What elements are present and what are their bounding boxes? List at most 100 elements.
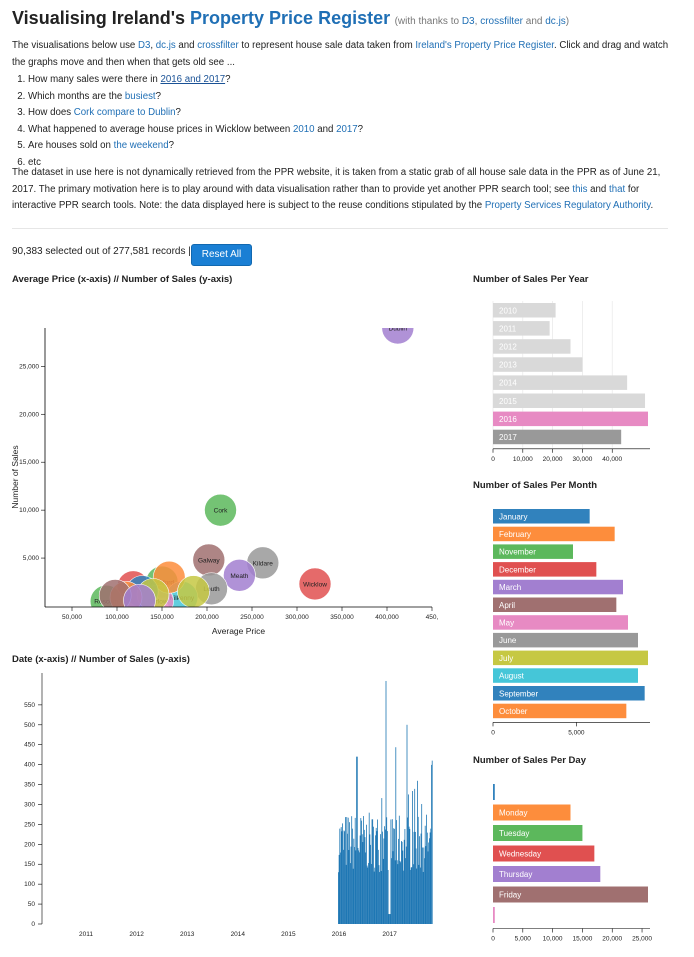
credits-suffix: ) [565, 16, 570, 27]
question-link-2016-2017[interactable]: 2016 and 2017 [160, 74, 226, 85]
timeline-bar [354, 817, 356, 924]
bubble-point [381, 328, 415, 345]
timeline-bar [380, 870, 382, 924]
year-chart-title: Number of Sales Per Year [473, 274, 589, 285]
x-tick-label: 0 [491, 936, 495, 943]
timeline-bar [417, 780, 418, 924]
bar-label: Friday [499, 891, 521, 900]
timeline-bar [339, 828, 341, 924]
d3-credit-link[interactable]: D3 [461, 16, 475, 27]
bar-label: December [499, 565, 536, 574]
that-link[interactable]: that [609, 183, 626, 195]
x-tick-label: 250,000 [240, 614, 264, 621]
timeline-bar [367, 867, 369, 924]
bar-label: Wednesday [499, 850, 541, 859]
bar-label: Thursday [499, 870, 532, 879]
timeline-bar [345, 864, 347, 924]
timeline-bar [384, 826, 385, 924]
psra-link[interactable]: Property Services Regulatory Authority [484, 200, 651, 211]
x-axis-label: Average Price [212, 626, 266, 636]
x-tick-label: 2016 [332, 931, 347, 938]
bubble-label: Dublin [389, 326, 408, 333]
timeline-bar [348, 849, 350, 924]
crossfilter-link[interactable]: crossfilter [197, 40, 239, 51]
timeline-bar [394, 828, 395, 924]
x-tick-label: 2011 [79, 931, 93, 938]
note-text: for interactive PPR search tools. Note: … [12, 183, 640, 212]
bar-label: October [499, 707, 528, 716]
bar-other [493, 907, 495, 923]
question-text: How does [28, 107, 74, 119]
intro-text: and [175, 40, 198, 51]
timeline-bar [406, 724, 408, 924]
question-link-2017[interactable]: 2017 [336, 123, 358, 135]
question-link-2010[interactable]: 2010 [292, 123, 315, 135]
month-chart-title: Number of Sales Per Month [473, 480, 598, 491]
timeline-bar [421, 804, 423, 924]
sales-per-day-chart[interactable]: Monday Tuesday Wednesday Thursday Friday 0 5,0… [470, 771, 685, 951]
timeline-bar [346, 817, 348, 924]
dcjs-link[interactable]: dc.js [155, 40, 176, 51]
price-vs-sales-scatter[interactable]: Dublin Cork Galway Kildare Meath Wicklow Louth… [0, 300, 450, 645]
sales-per-year-chart[interactable]: 2010 2011 2012 2013 2014 2015 2016 2017 0 10,000 2… [470, 290, 685, 465]
timeline-bar [423, 847, 425, 924]
page-header: Visualising Ireland's Property Price Reg… [12, 8, 569, 29]
bar-may [493, 615, 628, 630]
timeline-bar [363, 829, 365, 924]
date-vs-sales-timeline[interactable]: 0 50 100 150 200 250 300 350 400 450 500 550 2011 201… [0, 668, 450, 943]
y-tick-label: 0 [31, 921, 35, 928]
bar-february [493, 526, 615, 542]
timeline-bar [361, 820, 362, 924]
question-text: ? [168, 140, 174, 152]
list-item: What happened to average house prices in… [28, 122, 363, 139]
timeline-bar [430, 828, 432, 924]
bar-december [493, 562, 597, 577]
d3-link[interactable]: D3 [138, 40, 151, 51]
timeline-bar [373, 871, 375, 924]
sales-per-month-chart[interactable]: January February November December March Apri… [470, 496, 685, 746]
timeline-bar [429, 832, 431, 924]
timeline-bar [391, 858, 392, 924]
timeline-bar [349, 863, 351, 924]
y-tick-label: 250 [24, 821, 35, 828]
y-tick-label: 350 [24, 782, 35, 789]
timeline-bar [419, 867, 421, 924]
timeline-bar [382, 831, 383, 924]
y-tick-label: 5,000 [23, 555, 40, 562]
question-text: etc [28, 156, 41, 168]
ppr-link[interactable]: Ireland's Property Price Register [415, 40, 554, 51]
timeline-bar [407, 817, 409, 924]
x-tick-label: 2012 [129, 931, 144, 938]
bar-2014 [493, 375, 628, 390]
question-text: and [314, 123, 337, 135]
timeline-bar [384, 829, 386, 924]
dcjs-credit-link[interactable]: dc.js [545, 16, 566, 27]
reset-all-button[interactable]: Reset All [191, 244, 252, 266]
x-tick-label: 400,000 [375, 614, 399, 621]
list-item: Are houses sold on the weekend? [28, 138, 363, 155]
timeline-bar [345, 817, 346, 924]
question-link-cork-dublin[interactable]: Cork compare to Dublin [73, 107, 176, 119]
timeline-bar [419, 836, 420, 924]
timeline-bar [356, 756, 358, 924]
bar-label: May [499, 618, 514, 627]
question-link-weekend[interactable]: the weekend [113, 140, 169, 152]
x-tick-label: 20,000 [543, 456, 563, 463]
bar-monday [493, 804, 571, 821]
this-link[interactable]: this [572, 183, 588, 195]
bubble-label: Cork [214, 508, 228, 515]
bar-wednesday [493, 845, 595, 862]
y-tick-label: 10,000 [19, 507, 39, 514]
note-text: . [650, 200, 654, 211]
y-tick-label: 15,000 [19, 459, 39, 466]
timeline-bar [360, 818, 362, 924]
ppr-title-link[interactable]: Property Price Register [190, 8, 391, 28]
timeline-bar [347, 833, 348, 924]
x-tick-label: 2017 [382, 931, 397, 938]
question-link-busiest[interactable]: busiest [124, 90, 156, 102]
timeline-bar [372, 819, 374, 924]
crossfilter-credit-link[interactable]: crossfilter [480, 16, 523, 27]
timeline-bar [426, 814, 427, 924]
x-tick-label: 0 [491, 729, 495, 736]
timeline-bar [338, 872, 339, 924]
